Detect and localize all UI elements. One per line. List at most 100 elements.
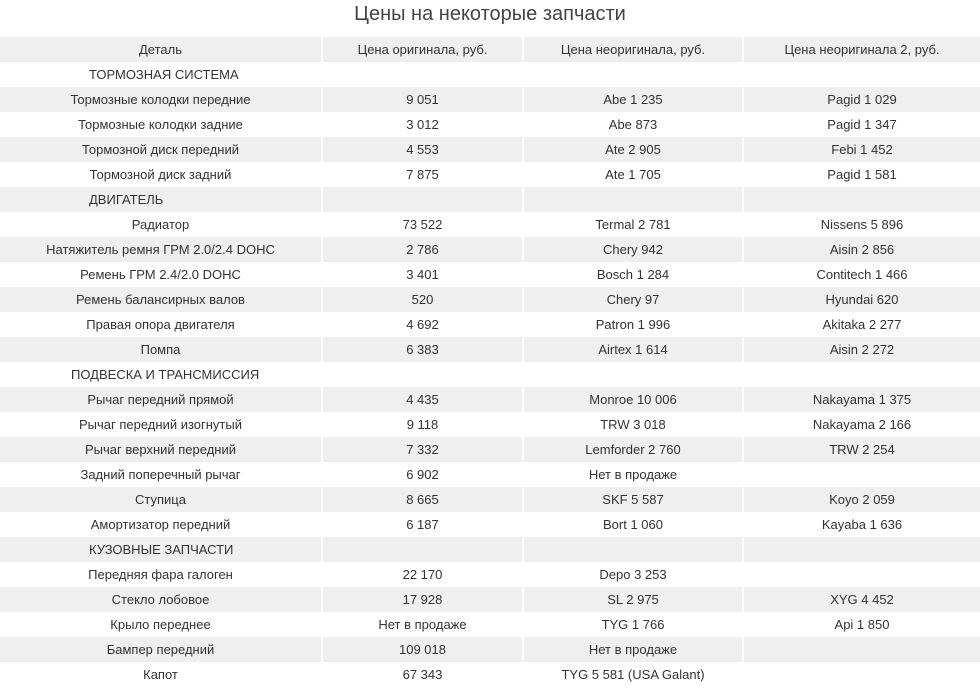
original-price-cell: 6 902 — [322, 462, 524, 487]
table-row: Ремень ГРМ 2.4/2.0 DOHC 3 401 Bosch 1 284 C… — [0, 262, 980, 287]
part-name-cell: Крыло переднее — [0, 612, 323, 637]
nonoriginal-price-2-cell: Contitech 1 466 — [743, 262, 980, 287]
nonoriginal-price-2-cell: Pagid 1 347 — [743, 112, 980, 137]
nonoriginal-price-2-cell — [743, 187, 980, 212]
part-name-cell: Тормозной диск передний — [0, 137, 323, 162]
table-row: Тормозные колодки передние 9 051 Abe 1 235… — [0, 87, 980, 112]
original-price-cell: 3 012 — [322, 112, 524, 137]
nonoriginal-price-cell: Ate 2 905 — [523, 137, 744, 162]
table-row: Задний поперечный рычаг 6 902 Нет в продаж… — [0, 462, 980, 487]
part-name-cell: Амортизатор передний — [0, 512, 323, 537]
table-row: Помпа 6 383 Airtex 1 614 Aisin 2 272 — [0, 337, 980, 362]
original-price-cell: 520 — [322, 287, 524, 312]
original-price-cell: 17 928 — [322, 587, 524, 612]
nonoriginal-price-2-cell: Pagid 1 581 — [743, 162, 980, 187]
part-name-cell: Натяжитель ремня ГРМ 2.0/2.4 DOHC — [0, 237, 323, 262]
nonoriginal-price-cell: Airtex 1 614 — [523, 337, 744, 362]
table-row: Передняя фара галоген 22 170 Depo 3 253 — [0, 562, 980, 587]
nonoriginal-price-2-cell — [743, 462, 980, 487]
table-row: Амортизатор передний 6 187 Bort 1 060 Kayab… — [0, 512, 980, 537]
nonoriginal-price-2-cell: Api 1 850 — [743, 612, 980, 637]
nonoriginal-price-cell: Monroe 10 006 — [523, 387, 744, 412]
original-price-cell: 6 187 — [322, 512, 524, 537]
table-row: Рычаг передний изогнутый 9 118 TRW 3 018 Na… — [0, 412, 980, 437]
parts-price-table: Деталь Цена оригинала, руб. Цена неориги… — [0, 37, 980, 687]
original-price-cell: 67 343 — [322, 662, 524, 687]
section-row: КУЗОВНЫЕ ЗАПЧАСТИ — [0, 537, 980, 562]
nonoriginal-price-2-cell: Kayaba 1 636 — [743, 512, 980, 537]
original-price-cell: 9 118 — [322, 412, 524, 437]
original-price-cell: 4 435 — [322, 387, 524, 412]
nonoriginal-price-2-cell: Febi 1 452 — [743, 137, 980, 162]
table-row: Стекло лобовое 17 928 SL 2 975 XYG 4 452 — [0, 587, 980, 612]
nonoriginal-price-cell — [523, 62, 744, 87]
table-header-row: Деталь Цена оригинала, руб. Цена неориги… — [0, 37, 980, 62]
table-row: Радиатор 73 522 Termal 2 781 Nissens 5 896 — [0, 212, 980, 237]
nonoriginal-price-2-cell — [743, 537, 980, 562]
original-price-cell: 7 875 — [322, 162, 524, 187]
original-price-cell: 109 018 — [322, 637, 524, 662]
section-label: ПОДВЕСКА И ТРАНСМИССИЯ — [0, 362, 323, 387]
nonoriginal-price-cell: Chery 97 — [523, 287, 744, 312]
original-price-cell — [322, 62, 524, 87]
nonoriginal-price-cell: Bosch 1 284 — [523, 262, 744, 287]
part-name-cell: Радиатор — [0, 212, 323, 237]
original-price-cell: 22 170 — [322, 562, 524, 587]
nonoriginal-price-2-cell: Aisin 2 272 — [743, 337, 980, 362]
part-name-cell: Рычаг верхний передний — [0, 437, 323, 462]
original-price-cell: 8 665 — [322, 487, 524, 512]
table-row: Рычаг передний прямой 4 435 Monroe 10 006 N… — [0, 387, 980, 412]
nonoriginal-price-2-cell: Hyundai 620 — [743, 287, 980, 312]
original-price-cell: 6 383 — [322, 337, 524, 362]
table-row: Натяжитель ремня ГРМ 2.0/2.4 DOHC 2 786 Ch… — [0, 237, 980, 262]
table-row: Тормозной диск передний 4 553 Ate 2 905 Feb… — [0, 137, 980, 162]
nonoriginal-price-cell: Нет в продаже — [523, 637, 744, 662]
nonoriginal-price-cell: TRW 3 018 — [523, 412, 744, 437]
original-price-cell: 73 522 — [322, 212, 524, 237]
nonoriginal-price-cell: Abe 873 — [523, 112, 744, 137]
table-body: Деталь Цена оригинала, руб. Цена неориги… — [0, 37, 980, 687]
part-name-cell: Ремень ГРМ 2.4/2.0 DOHC — [0, 262, 323, 287]
nonoriginal-price-cell — [523, 362, 744, 387]
part-name-cell: Бампер передний — [0, 637, 323, 662]
part-name-cell: Рычаг передний прямой — [0, 387, 323, 412]
nonoriginal-price-cell: Termal 2 781 — [523, 212, 744, 237]
part-name-cell: Помпа — [0, 337, 323, 362]
section-row: ТОРМОЗНАЯ СИСТЕМА — [0, 62, 980, 87]
table-row: Бампер передний 109 018 Нет в продаже — [0, 637, 980, 662]
nonoriginal-price-cell: SKF 5 587 — [523, 487, 744, 512]
part-name-cell: Тормозной диск задний — [0, 162, 323, 187]
original-price-cell — [322, 362, 524, 387]
nonoriginal-price-cell: TYG 5 581 (USA Galant) — [523, 662, 744, 687]
original-price-cell — [322, 537, 524, 562]
nonoriginal-price-cell: Chery 942 — [523, 237, 744, 262]
nonoriginal-price-2-cell: Pagid 1 029 — [743, 87, 980, 112]
part-name-cell: Рычаг передний изогнутый — [0, 412, 323, 437]
table-row: Крыло переднее Нет в продаже TYG 1 766 Api … — [0, 612, 980, 637]
part-name-cell: Ремень балансирных валов — [0, 287, 323, 312]
page-title: Цены на некоторые запчасти — [354, 3, 626, 25]
table-row: Капот 67 343 TYG 5 581 (USA Galant) — [0, 662, 980, 687]
nonoriginal-price-2-cell: Nakayama 1 375 — [743, 387, 980, 412]
part-name-cell: Правая опора двигателя — [0, 312, 323, 337]
section-label: КУЗОВНЫЕ ЗАПЧАСТИ — [0, 537, 323, 562]
table-row: Тормозной диск задний 7 875 Ate 1 705 Pagid… — [0, 162, 980, 187]
nonoriginal-price-2-cell — [743, 637, 980, 662]
nonoriginal-price-2-cell: XYG 4 452 — [743, 587, 980, 612]
nonoriginal-price-cell: Depo 3 253 — [523, 562, 744, 587]
nonoriginal-price-cell — [523, 537, 744, 562]
table-row: Ремень балансирных валов 520 Chery 97 Hyund… — [0, 287, 980, 312]
nonoriginal-price-2-cell — [743, 362, 980, 387]
nonoriginal-price-2-cell — [743, 662, 980, 687]
part-name-cell: Ступица — [0, 487, 323, 512]
nonoriginal-price-cell: Patron 1 996 — [523, 312, 744, 337]
part-name-cell: Стекло лобовое — [0, 587, 323, 612]
table-row: Рычаг верхний передний 7 332 Lemforder 2 7… — [0, 437, 980, 462]
original-price-cell: 9 051 — [322, 87, 524, 112]
original-price-cell: 2 786 — [322, 237, 524, 262]
section-row: ДВИГАТЕЛЬ — [0, 187, 980, 212]
nonoriginal-price-2-cell: Nakayama 2 166 — [743, 412, 980, 437]
nonoriginal-price-2-cell: Koyo 2 059 — [743, 487, 980, 512]
nonoriginal-price-cell: Abe 1 235 — [523, 87, 744, 112]
part-name-cell: Задний поперечный рычаг — [0, 462, 323, 487]
